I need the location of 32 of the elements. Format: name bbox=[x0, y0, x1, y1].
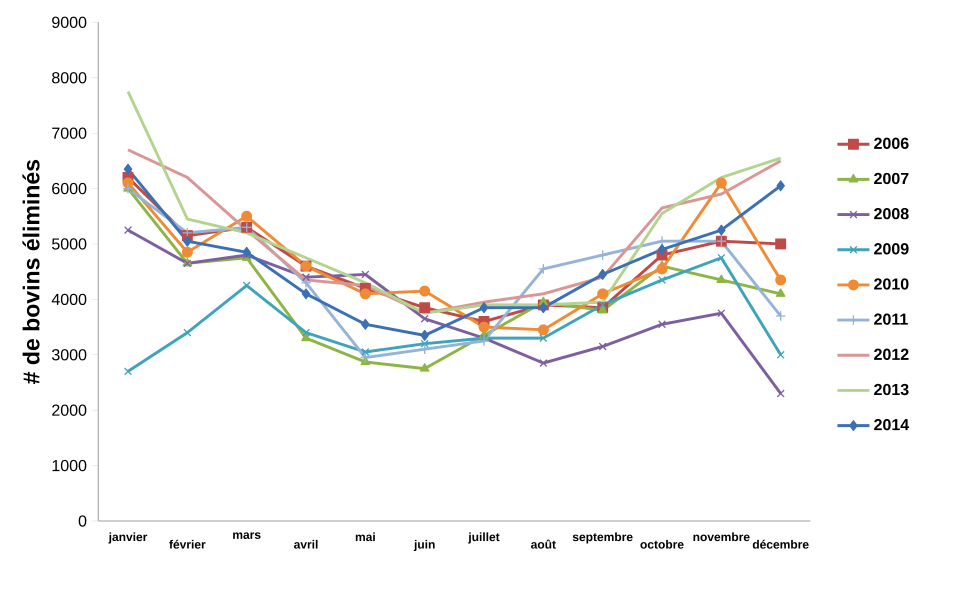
y-tick-label: 4000 bbox=[52, 294, 86, 306]
y-tick-label: 8000 bbox=[52, 72, 86, 84]
x-tick-label: janvier bbox=[108, 532, 148, 544]
x-tick-label: mars bbox=[233, 532, 261, 539]
legend-label: 2009 bbox=[874, 243, 909, 254]
y-tick-label: 7000 bbox=[52, 127, 86, 139]
x-tick-label: décembre bbox=[752, 540, 809, 549]
y-tick-label: 9000 bbox=[52, 16, 86, 28]
x-tick-label: octobre bbox=[640, 540, 684, 549]
x-tick-label: août bbox=[531, 540, 556, 549]
legend-label: 2008 bbox=[874, 208, 909, 220]
x-tick-label: juin bbox=[414, 540, 435, 552]
legend-label: 2010 bbox=[874, 278, 908, 290]
y-tick-label: 5000 bbox=[52, 238, 86, 250]
y-tick-label: 2000 bbox=[52, 404, 86, 416]
y-tick-label: 3000 bbox=[52, 349, 86, 360]
legend-label: 2014 bbox=[874, 419, 910, 430]
legend-label: 2011 bbox=[874, 314, 908, 325]
y-axis-title: # de bovins éliminés bbox=[22, 160, 40, 384]
legend-label: 2006 bbox=[874, 138, 909, 149]
y-tick-label: 0 bbox=[78, 515, 86, 527]
x-tick-label: février bbox=[169, 540, 206, 549]
legend-label: 2007 bbox=[874, 172, 908, 184]
x-tick-label: novembre bbox=[693, 532, 750, 542]
x-tick-label: juillet bbox=[468, 532, 500, 544]
y-tick-label: 6000 bbox=[52, 182, 86, 194]
x-tick-label: avril bbox=[294, 540, 318, 549]
legend-label: 2013 bbox=[874, 384, 909, 396]
x-tick-label: septembre bbox=[572, 532, 633, 544]
x-tick-label: mai bbox=[356, 532, 375, 542]
legend-label: 2012 bbox=[874, 348, 909, 360]
y-tick-label: 1000 bbox=[52, 460, 86, 472]
